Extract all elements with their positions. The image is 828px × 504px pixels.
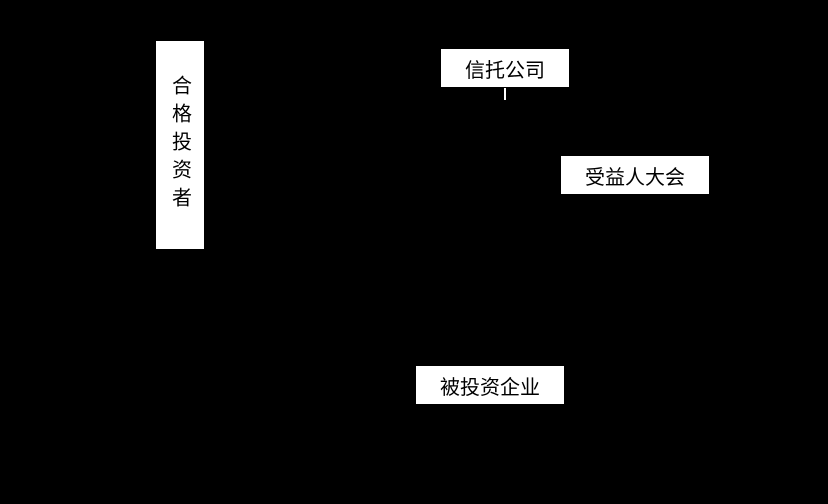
node-investor-label: 合格投资者 — [166, 75, 195, 215]
edge-trust-tick — [504, 88, 506, 100]
node-beneficiary-label: 受益人大会 — [585, 161, 685, 190]
node-invested-label: 被投资企业 — [440, 371, 540, 400]
node-beneficiary: 受益人大会 — [560, 155, 710, 195]
node-invested: 被投资企业 — [415, 365, 565, 405]
node-trust-label: 信托公司 — [465, 54, 545, 83]
node-trust: 信托公司 — [440, 48, 570, 88]
node-investor: 合格投资者 — [155, 40, 205, 250]
